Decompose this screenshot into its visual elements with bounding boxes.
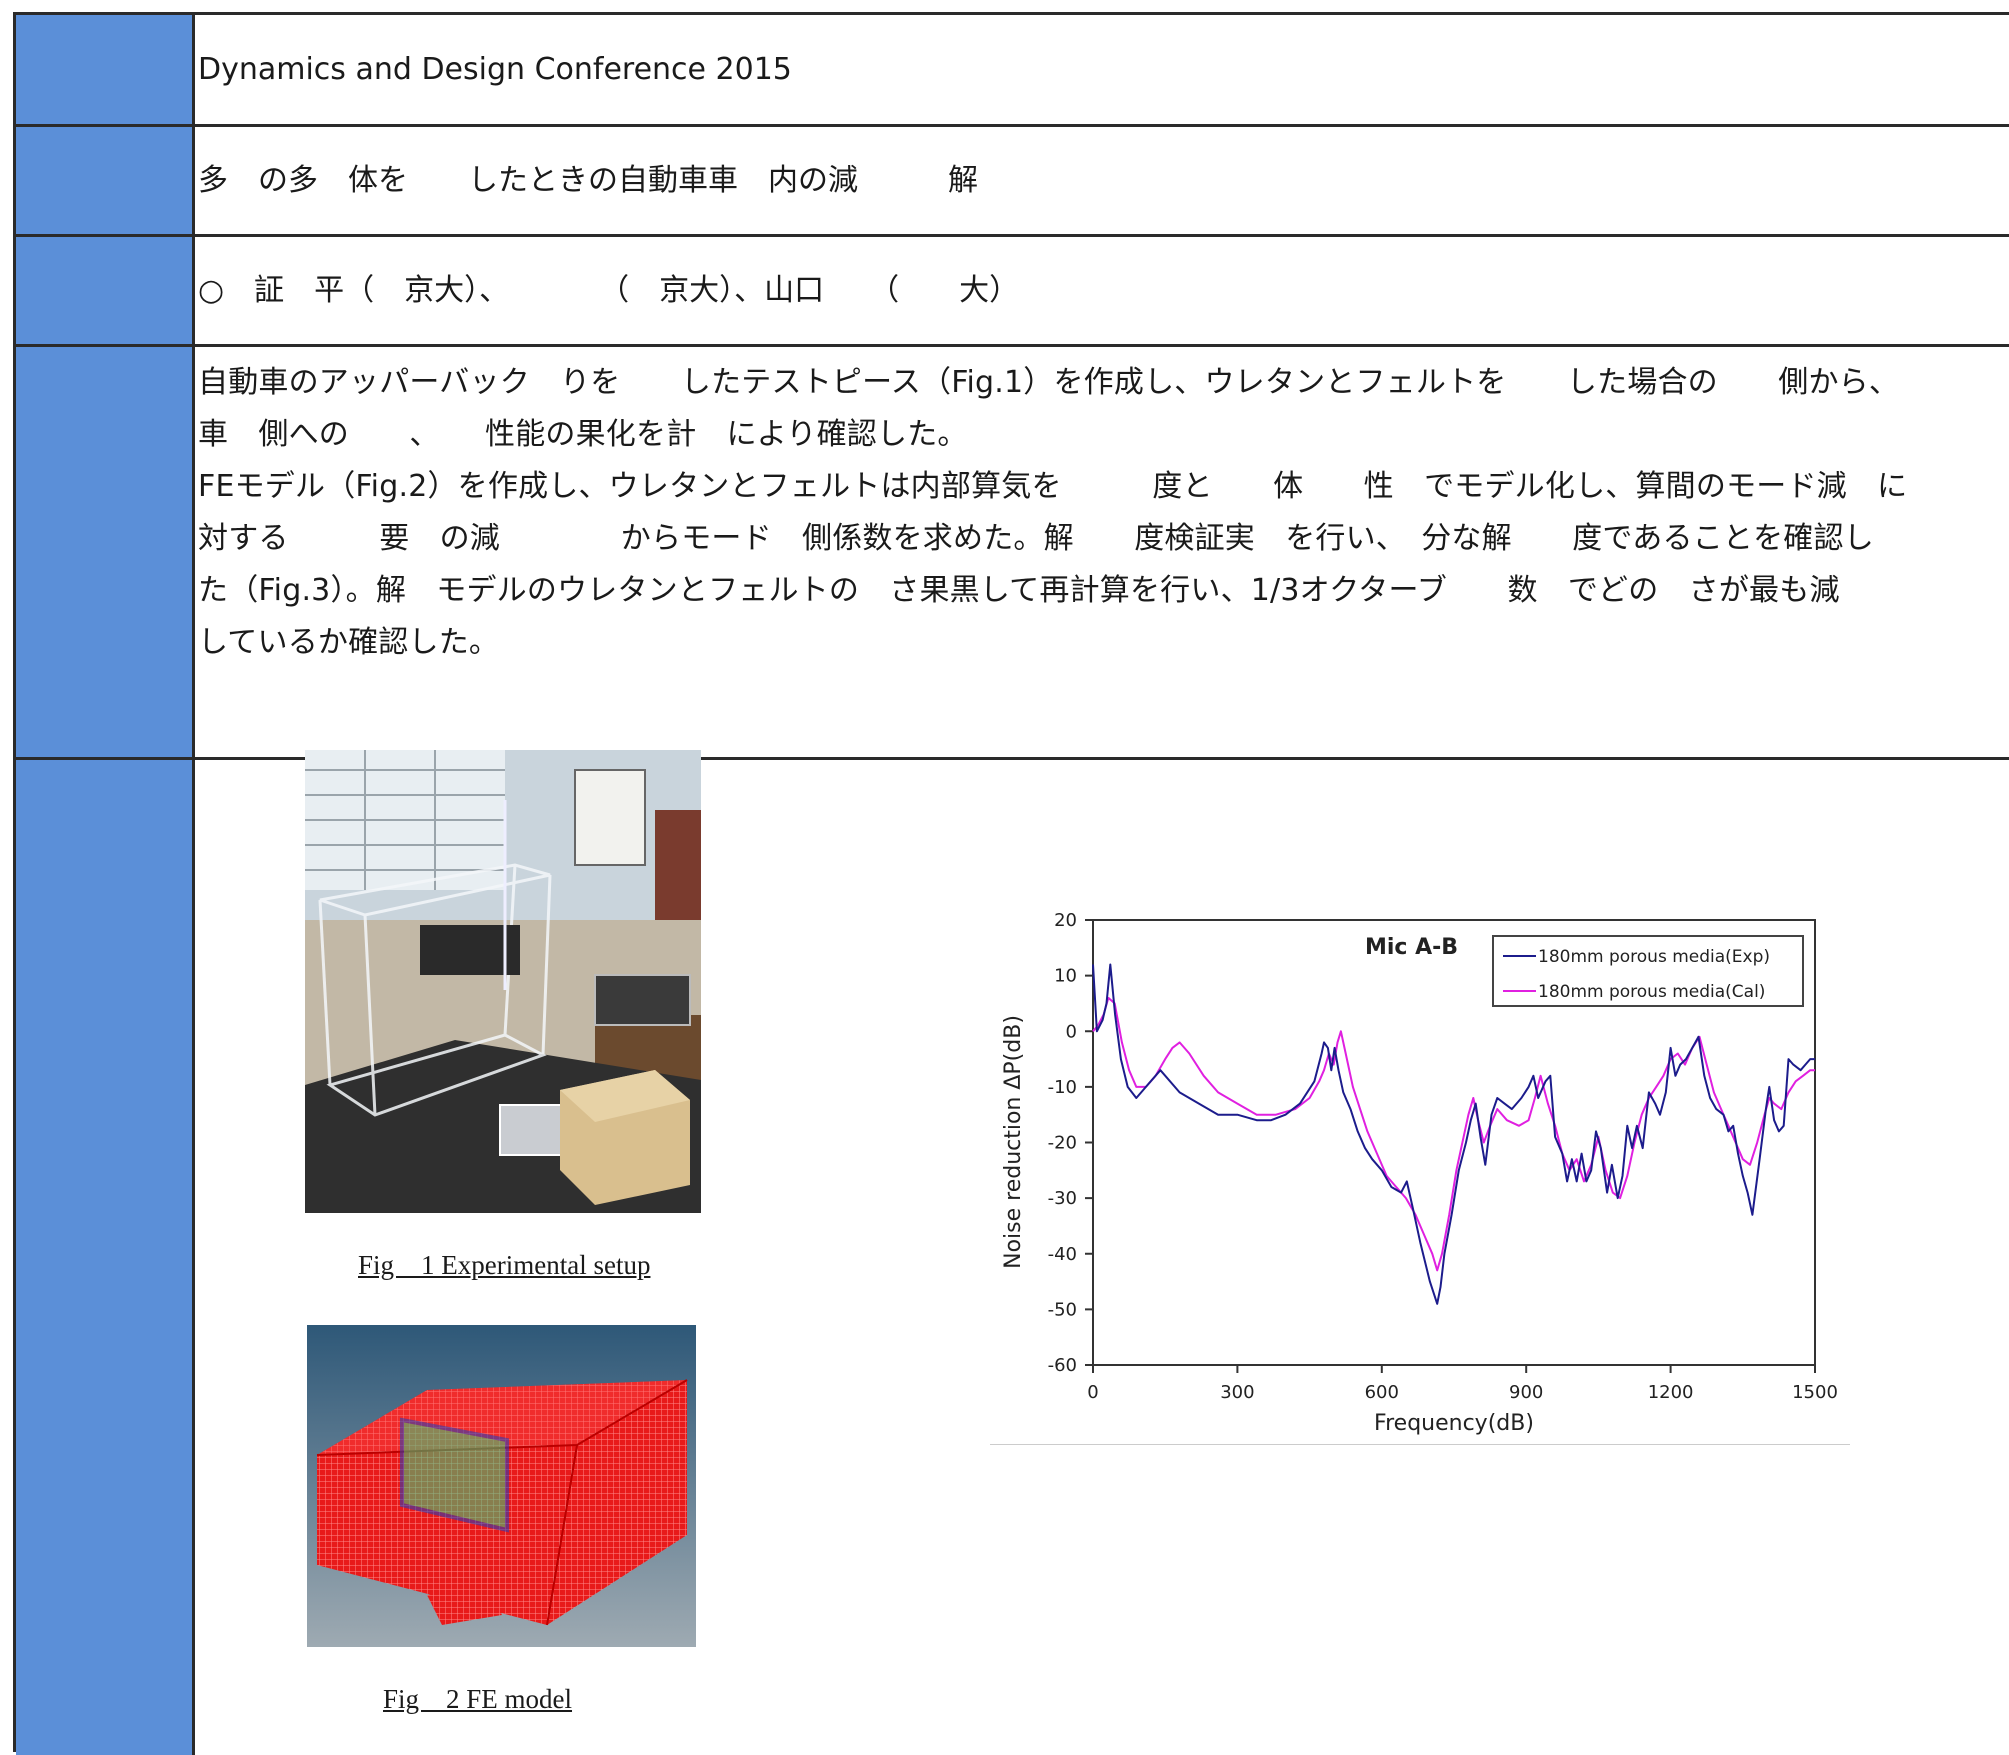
legend-box [1492, 935, 1804, 1007]
y-tick-label: -60 [1048, 1355, 1077, 1376]
abstract-line: 自動車のアッパーバック りを したテストピース（Fig.1）を作成し、ウレタンと… [198, 365, 1900, 400]
legend-label-exp: 180mm porous media(Exp) [1538, 947, 1770, 967]
abstract-line: 対する 要 の減 からモード 側係数を求めた。解 度検証実 を行い、 分な解 度… [198, 521, 1874, 556]
row-label-band [16, 15, 195, 124]
title-row: 多 の多 体を したときの自動車車 内の減 解 [16, 127, 2009, 237]
y-axis-label: Noise reduction ΔP(dB) [1001, 1015, 1026, 1269]
abstract-text: 自動車のアッパーバック りを したテストピース（Fig.1）を作成し、ウレタンと… [198, 347, 2009, 757]
y-tick-label: 20 [1054, 910, 1077, 931]
row-label-band [16, 127, 195, 234]
mic-label: Mic A-B [1365, 935, 1458, 960]
row-label-band [16, 347, 195, 757]
abstract-line: しているか確認した。 [198, 625, 500, 660]
y-tick-label: -40 [1048, 1244, 1077, 1265]
series-line-cal [1092, 996, 1815, 1272]
y-tick-label: -30 [1048, 1188, 1077, 1209]
x-tick-label: 0 [1087, 1382, 1098, 1403]
x-tick-label: 1500 [1792, 1382, 1838, 1403]
series-line-exp [1092, 963, 1815, 1305]
author-list: ○ 証 平（ 京大）、 （ 京大）、山口 （ 大） [198, 272, 1020, 308]
experimental-setup-photo [305, 750, 701, 1213]
y-tick-label: -20 [1048, 1133, 1077, 1154]
abstract-row: 自動車のアッパーバック りを したテストピース（Fig.1）を作成し、ウレタンと… [16, 347, 2009, 760]
x-tick-label: 600 [1365, 1382, 1399, 1403]
row-label-band [16, 237, 195, 344]
chart-legend: 180mm porous media(Exp) 180mm porous med… [1492, 935, 1804, 1007]
abstract-line: た（Fig.3）。解 モデルのウレタンとフェルトの さ果黒して再計算を行い、1/… [198, 573, 1840, 608]
abstract-line: 車 側への 、 性能の果化を計 により確認した。 [198, 417, 968, 452]
fig2-caption: Fig 2 FE model [383, 1684, 573, 1714]
y-tick-label: 10 [1054, 966, 1077, 987]
x-axis-label: Frequency(dB) [1374, 1411, 1534, 1436]
form-table: Dynamics and Design Conference 2015 多 の多… [13, 12, 2009, 1755]
authors-row: ○ 証 平（ 京大）、 （ 京大）、山口 （ 大） [16, 237, 2009, 347]
x-tick-label: 900 [1509, 1382, 1543, 1403]
abstract-line: FEモデル（Fig.2）を作成し、ウレタンとフェルトは内部算気を 度と 体 性 … [198, 469, 1908, 504]
conference-row: Dynamics and Design Conference 2015 [16, 15, 2009, 127]
y-tick-label: 0 [1066, 1021, 1077, 1042]
noise-reduction-chart: 20 10 0 -10 -20 -30 -40 -50 -60 0 300 600 900 1200 15… [990, 910, 1850, 1445]
row-label-band [16, 760, 195, 1755]
y-tick-label: -10 [1048, 1077, 1077, 1098]
x-tick-label: 300 [1220, 1382, 1254, 1403]
figures-row [16, 760, 2009, 1755]
paper-title: 多 の多 体を したときの自動車車 内の減 解 [198, 162, 978, 198]
legend-label-cal: 180mm porous media(Cal) [1538, 982, 1765, 1002]
fe-model-image [307, 1325, 696, 1647]
conference-name: Dynamics and Design Conference 2015 [198, 51, 792, 87]
x-tick-label: 1200 [1648, 1382, 1694, 1403]
fig1-caption: Fig 1 Experimental setup [358, 1250, 651, 1280]
y-tick-label: -50 [1048, 1299, 1077, 1320]
